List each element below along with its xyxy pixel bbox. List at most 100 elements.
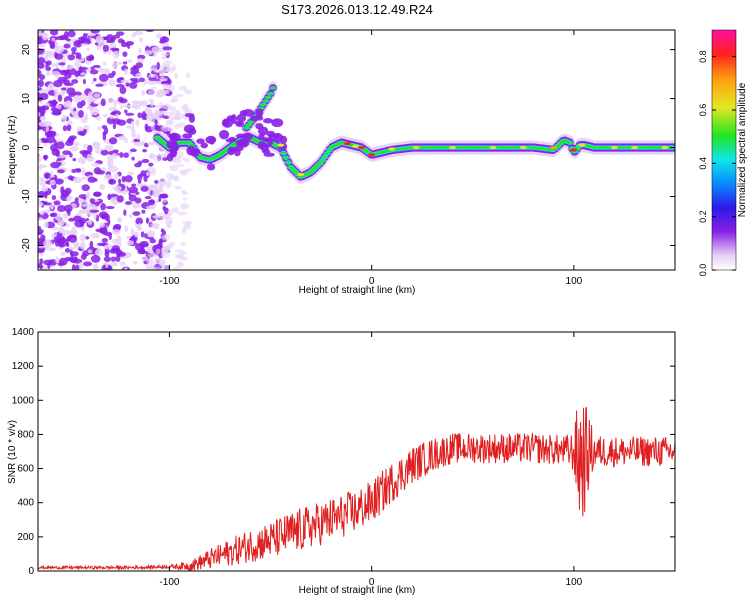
ridge-core — [248, 120, 255, 124]
spectrogram-x-label: Height of straight line (km) — [299, 285, 416, 296]
heatmap-noise-blob — [61, 56, 66, 65]
heatmap-noise-blob — [141, 90, 146, 96]
heatmap-noise-blob — [82, 261, 93, 267]
heatmap-noise-blob — [80, 43, 89, 47]
heatmap-noise-blob — [164, 179, 173, 187]
snr-y-tick-label: 1200 — [12, 361, 35, 372]
heatmap-noise-blob — [148, 230, 154, 238]
heatmap-blob — [242, 132, 253, 141]
heatmap-noise-blob — [152, 223, 161, 227]
heatmap-noise-blob — [87, 144, 93, 153]
heatmap-noise-blob — [124, 109, 128, 114]
heatmap-noise-blob — [41, 266, 48, 270]
heatmap-noise-blob — [181, 251, 187, 255]
ridge-core — [365, 151, 372, 154]
spectrogram-y-tick-label: 0 — [21, 144, 32, 150]
heatmap-noise-blob — [144, 233, 148, 239]
heatmap-noise-blob — [131, 133, 137, 138]
heatmap-blob — [219, 129, 230, 140]
heatmap-noise-blob — [63, 43, 71, 49]
ridge-core — [321, 155, 328, 159]
heatmap-noise-blob — [39, 178, 47, 187]
heatmap-blob — [236, 113, 247, 123]
heatmap-noise-blob — [55, 141, 65, 150]
heatmap-noise-blob — [127, 43, 131, 49]
heatmap-noise-blob — [74, 72, 80, 77]
heatmap-noise-blob — [119, 86, 127, 95]
heatmap-noise-blob — [38, 147, 44, 151]
heatmap-blob — [235, 122, 244, 128]
heatmap-noise-blob — [89, 198, 95, 203]
heatmap-noise-blob — [91, 162, 101, 167]
heatmap-noise-blob — [70, 46, 77, 53]
heatmap-noise-blob — [107, 50, 112, 55]
heatmap-noise-blob — [117, 178, 122, 185]
heatmap-noise-blob — [161, 52, 170, 57]
ridge-core — [290, 168, 297, 171]
heatmap-noise-blob — [90, 254, 101, 263]
heatmap-noise-blob — [97, 126, 102, 131]
spectrogram-y-label: Frequency (Hz) — [7, 116, 18, 185]
heatmap-noise-blob — [126, 59, 133, 63]
heatmap-noise-blob — [150, 123, 155, 131]
heatmap-noise-blob — [73, 94, 81, 103]
heatmap-hotspot — [358, 145, 366, 150]
heatmap-noise-blob — [57, 204, 66, 213]
ridge-core — [222, 149, 229, 153]
heatmap-noise-blob — [64, 187, 72, 195]
heatmap-noise-blob — [110, 261, 118, 267]
heatmap-noise-blob — [132, 211, 141, 216]
heatmap-noise-blob — [38, 143, 41, 147]
heatmap-noise-blob — [51, 195, 57, 201]
heatmap-noise-blob — [43, 154, 48, 161]
heatmap-blob — [182, 133, 193, 139]
heatmap-noise-blob — [62, 150, 72, 156]
heatmap-blob — [235, 139, 248, 147]
heatmap-noise-blob — [50, 71, 61, 76]
colorbar-tick-label: 0.2 — [698, 210, 708, 223]
heatmap-noise-blob — [105, 205, 115, 210]
heatmap-blob — [169, 142, 180, 152]
heatmap-noise-blob — [90, 66, 95, 70]
heatmap-noise-blob — [145, 118, 156, 123]
heatmap-noise-blob — [113, 185, 122, 192]
heatmap-hotspot — [388, 147, 396, 151]
heatmap-noise-blob — [123, 152, 129, 158]
heatmap-noise-blob — [167, 209, 174, 216]
spectrogram-y-tick-label: -10 — [21, 189, 32, 204]
ridge-core — [282, 156, 289, 159]
heatmap-noise-blob — [174, 254, 182, 259]
heatmap-blob — [266, 130, 276, 137]
heatmap-noise-blob — [86, 153, 93, 161]
colorbar-label: Normalized spectral amplitude — [737, 82, 748, 217]
heatmap-hotspot — [351, 144, 359, 148]
heatmap-noise-blob — [74, 243, 80, 250]
heatmap-noise-blob — [77, 156, 87, 164]
heatmap-blob — [279, 135, 288, 144]
heatmap-hotspot — [489, 145, 497, 150]
heatmap-noise-blob — [38, 262, 43, 269]
heatmap-blob — [188, 114, 196, 123]
heatmap-noise-blob — [78, 93, 87, 101]
heatmap-noise-blob — [123, 209, 127, 216]
heatmap-noise-blob — [104, 144, 114, 153]
heatmap-noise-blob — [129, 213, 133, 218]
heatmap-noise-blob — [64, 82, 74, 87]
heatmap-noise-blob — [97, 67, 104, 73]
heatmap-noise-blob — [106, 40, 115, 44]
heatmap-noise-blob — [131, 127, 136, 135]
heatmap-noise-blob — [131, 100, 141, 105]
heatmap-noise-blob — [116, 119, 127, 126]
snr-x-label: Height of straight line (km) — [299, 585, 416, 596]
heatmap-noise-blob — [146, 80, 157, 86]
heatmap-noise-blob — [58, 62, 66, 66]
heatmap-noise-blob — [126, 240, 134, 246]
heatmap-noise-blob — [93, 192, 101, 197]
heatmap-noise-blob — [86, 217, 90, 222]
heatmap-noise-blob — [177, 261, 184, 268]
heatmap-noise-blob — [85, 55, 94, 62]
heatmap-noise-blob — [38, 226, 42, 230]
heatmap-noise-blob — [137, 248, 143, 253]
spectrogram-frame — [37, 29, 676, 271]
heatmap-noise-blob — [160, 265, 171, 270]
